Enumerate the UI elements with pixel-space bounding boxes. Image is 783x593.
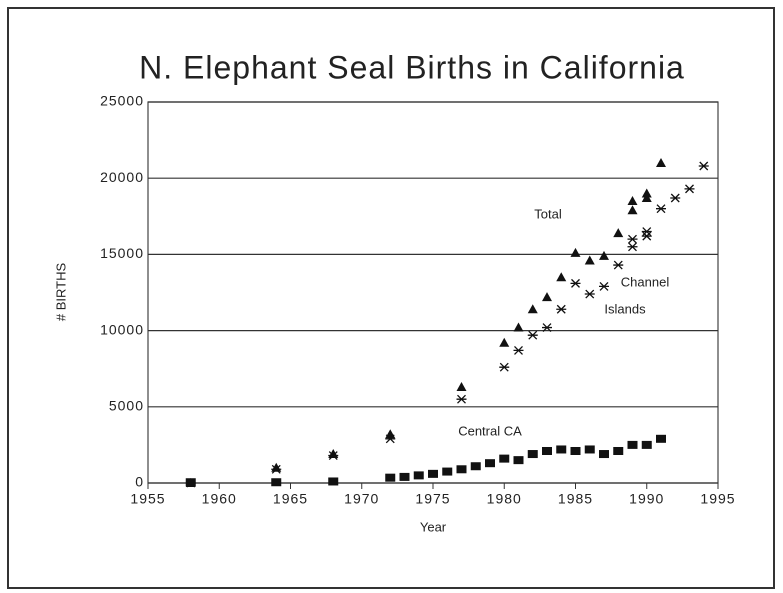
triangle-marker xyxy=(613,228,624,238)
square-marker xyxy=(513,456,524,465)
y-tick-label: 10000 xyxy=(100,321,144,337)
square-marker xyxy=(556,445,567,454)
annotation: Islands xyxy=(604,301,646,316)
square-marker xyxy=(641,440,652,449)
triangle-marker xyxy=(570,247,581,257)
square-marker xyxy=(599,450,609,459)
square-marker xyxy=(328,477,339,486)
annotation: Total xyxy=(534,206,562,221)
plot-frame xyxy=(147,101,719,484)
x-tick-label: 1975 xyxy=(415,491,450,507)
chart-title: N. Elephant Seal Births in California xyxy=(139,49,685,85)
square-marker xyxy=(570,446,581,455)
triangle-marker xyxy=(271,462,282,472)
asterisk-marker xyxy=(627,242,638,252)
square-marker xyxy=(185,478,196,487)
y-tick-label: 25000 xyxy=(100,93,144,109)
annotation: Central CA xyxy=(458,423,522,438)
asterisk-marker xyxy=(456,394,467,404)
triangle-marker xyxy=(599,250,609,260)
asterisk-marker xyxy=(613,260,624,270)
square-marker xyxy=(271,478,282,487)
triangle-marker xyxy=(542,292,552,302)
square-marker xyxy=(627,440,638,449)
square-marker xyxy=(442,467,453,476)
triangle-marker xyxy=(641,188,652,198)
x-tick-label: 1990 xyxy=(629,491,664,507)
asterisk-marker xyxy=(328,451,339,461)
x-tick-label: 1970 xyxy=(344,491,379,507)
square-marker xyxy=(485,459,495,468)
triangle-marker xyxy=(627,196,638,206)
asterisk-marker xyxy=(656,204,666,214)
asterisk-marker xyxy=(556,304,567,314)
asterisk-marker xyxy=(599,281,609,291)
x-axis-label: Year xyxy=(420,519,447,534)
asterisk-marker xyxy=(570,278,581,288)
triangle-marker xyxy=(556,272,567,282)
triangle-marker xyxy=(641,193,652,203)
triangle-marker xyxy=(527,304,538,314)
square-marker xyxy=(584,445,595,454)
asterisk-marker xyxy=(698,161,709,171)
x-tick-label: 1960 xyxy=(202,491,237,507)
y-axis-label: # BIRTHS xyxy=(53,263,68,322)
asterisk-marker xyxy=(271,464,282,474)
x-tick-label: 1965 xyxy=(273,491,308,507)
square-marker xyxy=(499,454,510,463)
annotation: Channel xyxy=(621,274,670,289)
square-marker xyxy=(456,465,467,474)
square-marker xyxy=(527,450,538,459)
asterisk-marker xyxy=(670,193,681,203)
square-marker xyxy=(413,471,424,480)
x-tick-label: 1955 xyxy=(130,491,165,507)
asterisk-marker xyxy=(542,323,552,333)
triangle-marker xyxy=(584,255,595,265)
triangle-marker xyxy=(499,337,510,347)
square-marker xyxy=(428,469,438,478)
frame xyxy=(7,7,775,589)
asterisk-marker xyxy=(684,184,695,194)
square-marker xyxy=(613,446,624,455)
asterisk-marker xyxy=(627,234,638,244)
x-tick-label: 1995 xyxy=(700,491,735,507)
triangle-marker xyxy=(456,381,467,391)
asterisk-marker xyxy=(584,289,595,299)
y-tick-label: 0 xyxy=(135,474,144,490)
x-tick-label: 1980 xyxy=(487,491,522,507)
x-tick-label: 1985 xyxy=(558,491,593,507)
asterisk-marker xyxy=(385,434,396,444)
square-marker xyxy=(470,462,481,471)
asterisk-marker xyxy=(527,330,538,340)
triangle-marker xyxy=(385,429,396,439)
square-marker xyxy=(656,434,666,443)
asterisk-marker xyxy=(513,345,524,355)
y-tick-label: 15000 xyxy=(100,245,144,261)
asterisk-marker xyxy=(641,227,652,236)
triangle-marker xyxy=(328,449,339,459)
y-tick-label: 20000 xyxy=(100,169,144,185)
square-marker xyxy=(399,472,410,481)
triangle-marker xyxy=(656,157,666,167)
square-marker xyxy=(385,473,396,482)
y-tick-label: 5000 xyxy=(109,398,144,414)
asterisk-marker xyxy=(641,231,652,241)
asterisk-marker xyxy=(499,362,510,372)
triangle-marker xyxy=(513,322,524,332)
square-marker xyxy=(542,446,552,455)
triangle-marker xyxy=(627,205,638,215)
